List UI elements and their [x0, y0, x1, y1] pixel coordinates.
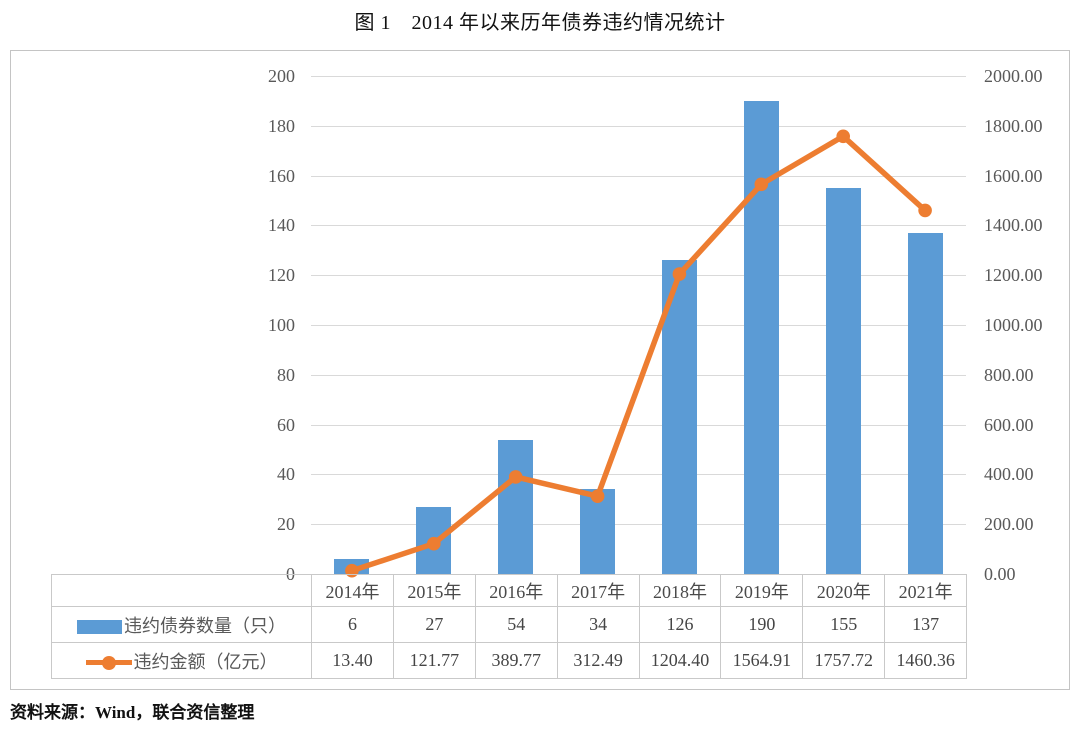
left-axis-tick-label: 20 — [277, 514, 295, 535]
value-cell: 1204.40 — [638, 642, 722, 679]
bar — [907, 232, 943, 574]
right-axis-tick-label: 1000.00 — [984, 315, 1043, 335]
year-cell: 2020年 — [802, 574, 886, 607]
table-corner-cell — [51, 574, 312, 607]
year-cell: 2021年 — [884, 574, 967, 607]
right-axis-tick-label: 1200.00 — [984, 265, 1043, 286]
year-header-row: 2014年 2015年 2016年 2017年 2018年 2019年 2020年 2021年 — [51, 574, 967, 607]
right-axis-tick-label: 800.00 — [984, 364, 1034, 385]
data-point-marker — [590, 489, 605, 504]
source-note: 资料来源：Wind，联合资信整理 — [10, 703, 255, 722]
year-cell: 2019年 — [720, 574, 804, 607]
left-axis-tick-label: 60 — [277, 414, 295, 435]
left-axis-tick-label: 180 — [268, 115, 295, 136]
grid-line — [311, 275, 966, 277]
left-axis-tick-label: 40 — [277, 464, 295, 485]
plot-area: 0 20 40 60 80 100 120 140 160 180 200 0.00 200.00 400… — [268, 66, 1043, 584]
line-path — [351, 133, 927, 574]
data-point-marker — [427, 536, 441, 551]
value-cell: 155 — [802, 606, 886, 643]
grid-line — [311, 225, 966, 227]
data-point-marker — [754, 177, 769, 192]
series-row: 违约债券数量（只） 6 27 54 34 126 190 155 137 — [51, 606, 967, 643]
line-series — [345, 129, 932, 578]
series-label: 违约金额（亿元） — [133, 651, 278, 672]
data-table: 2014年 2015年 2016年 2017年 2018年 2019年 2020年 2021年… — [51, 574, 967, 679]
year-cell: 2016年 — [474, 574, 558, 607]
value-cell: 121.77 — [392, 642, 476, 679]
right-axis-tick-label: 0.00 — [984, 564, 1016, 584]
left-axis-tick-label: 100 — [268, 315, 295, 335]
data-point-marker — [918, 203, 932, 218]
value-cell: 137 — [884, 606, 967, 643]
data-point-marker — [836, 129, 850, 144]
right-axis-tick-label: 200.00 — [984, 514, 1034, 535]
grid-line — [311, 175, 966, 177]
data-point-marker — [672, 267, 687, 281]
value-cell: 389.77 — [474, 642, 558, 679]
grid-line — [311, 474, 966, 476]
value-cell: 6 — [311, 606, 394, 643]
chart-frame: 0 20 40 60 80 100 120 140 160 180 200 0.00 200.00 400… — [10, 50, 1070, 690]
legend-cell: 违约金额（亿元） — [51, 642, 312, 679]
data-point-marker — [508, 470, 523, 484]
left-axis-tick-label: 80 — [277, 364, 295, 385]
left-axis-tick-label: 120 — [268, 265, 295, 286]
grid-line — [311, 76, 966, 77]
right-axis-tick-label: 600.00 — [984, 414, 1034, 435]
bar — [580, 489, 616, 574]
value-cell: 13.40 — [311, 642, 394, 679]
value-cell: 1757.72 — [802, 642, 886, 679]
legend-line-dot — [101, 655, 116, 670]
grid-line — [311, 524, 966, 526]
grid-line — [311, 424, 966, 426]
value-cell: 34 — [556, 606, 640, 643]
right-axis-tick-label: 1400.00 — [984, 215, 1043, 236]
year-cell: 2017年 — [556, 574, 640, 607]
chart-data-table: 2014年 2015年 2016年 2017年 2018年 2019年 2020年 2021年… — [51, 574, 967, 679]
value-cell: 312.49 — [556, 642, 640, 679]
legend-line-swatch — [85, 655, 132, 671]
value-cell: 54 — [474, 606, 558, 643]
grid-line — [311, 325, 966, 326]
grid-line — [311, 374, 966, 376]
chart-title: 图 1 2014 年以来历年债券违约情况统计 — [354, 12, 726, 34]
year-cell: 2015年 — [392, 574, 476, 607]
left-axis-tick-label: 160 — [268, 165, 295, 186]
left-axis-tick-label: 140 — [268, 215, 295, 236]
legend-cell: 违约债券数量（只） — [51, 606, 312, 643]
value-cell: 190 — [720, 606, 804, 643]
series-label: 违约债券数量（只） — [124, 615, 286, 636]
right-axis-tick-label: 1600.00 — [984, 165, 1043, 186]
series-row: 违约金额（亿元） 13.40 121.77 389.77 312.49 1204.40 15… — [51, 642, 967, 679]
bar — [825, 188, 861, 574]
bar — [498, 439, 534, 574]
year-cell: 2018年 — [638, 574, 722, 607]
value-cell: 126 — [638, 606, 722, 643]
grid-line — [311, 125, 966, 127]
year-cell: 2014年 — [311, 574, 394, 607]
value-cell: 1460.36 — [884, 642, 967, 679]
left-axis-tick-label: 200 — [268, 66, 295, 86]
legend-bar-swatch — [77, 619, 122, 634]
right-axis-tick-label: 1800.00 — [984, 115, 1043, 136]
value-cell: 1564.91 — [720, 642, 804, 679]
right-axis-tick-label: 2000.00 — [984, 66, 1043, 86]
right-axis-tick-label: 400.00 — [984, 464, 1034, 485]
value-cell: 27 — [392, 606, 476, 643]
